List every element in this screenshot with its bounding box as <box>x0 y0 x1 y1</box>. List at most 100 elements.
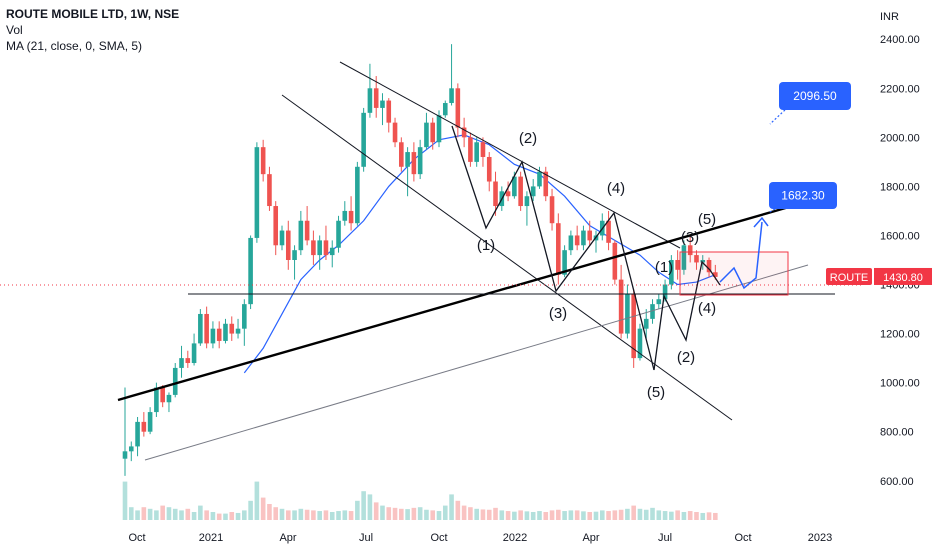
candle-body <box>160 387 165 403</box>
price-axis: INR 2400.00 2200.00 2000.00 1800.00 1600.00 14… <box>826 11 932 488</box>
volume-bar <box>386 507 392 520</box>
candle-body <box>235 328 241 334</box>
volume-bar <box>417 507 423 520</box>
candle-body <box>285 230 291 260</box>
upper-channel-line <box>339 61 681 249</box>
volume-bar <box>172 508 178 520</box>
candle-body <box>267 174 272 207</box>
wave-label: (3) <box>681 229 699 246</box>
candle-body <box>147 412 153 432</box>
candle-body <box>530 186 536 197</box>
volume-bar <box>348 511 354 520</box>
candle-body <box>154 387 159 413</box>
volume-bars <box>122 481 718 520</box>
candle-body <box>191 343 197 364</box>
volume-bar <box>210 512 216 520</box>
volume-bar <box>581 511 586 520</box>
time-tick-label: 2023 <box>808 532 832 544</box>
candle-body <box>260 147 266 175</box>
wave-label: (4) <box>607 180 625 197</box>
volume-bar <box>141 507 147 520</box>
volume-bar <box>323 510 329 520</box>
candle-body <box>687 245 693 256</box>
price-tick-label: 1800.00 <box>880 181 920 193</box>
target-price-label: 2096.50 <box>793 89 837 103</box>
candle-body <box>311 240 316 256</box>
candle-body <box>122 451 128 459</box>
candle-body <box>574 235 580 246</box>
volume-bar <box>587 512 593 520</box>
volume-bar <box>317 511 322 520</box>
candle-body <box>562 250 567 275</box>
volume-bar <box>505 511 511 520</box>
time-tick-label: Jul <box>359 532 373 544</box>
candle-body <box>656 299 662 305</box>
lower-channel-line <box>281 94 733 421</box>
volume-bar <box>336 511 341 520</box>
volume-bar <box>135 510 140 520</box>
volume-bar <box>405 509 410 520</box>
volume-bar <box>216 513 222 520</box>
wave-label: (2) <box>519 130 537 147</box>
projection-path <box>719 221 763 290</box>
volume-bar <box>179 510 184 520</box>
candle-body <box>135 421 140 447</box>
volume-bar <box>486 509 492 520</box>
candle-body <box>474 142 479 162</box>
candle-body <box>461 127 467 138</box>
candle-body <box>342 210 348 221</box>
volume-bar <box>380 505 385 520</box>
callout-connector <box>769 109 786 125</box>
candle-body <box>216 328 222 341</box>
candle-body <box>618 279 624 334</box>
candle-body <box>436 115 442 143</box>
volume-bar <box>411 507 417 520</box>
target-price-label: 1682.30 <box>781 189 825 203</box>
volume-label[interactable]: Vol <box>6 23 23 37</box>
volume-bar <box>191 512 197 520</box>
volume-bar <box>537 511 542 520</box>
volume-bar <box>461 505 467 520</box>
ma-label[interactable]: MA (21, close, 0, SMA, 5) <box>6 39 143 53</box>
symbol-title[interactable]: ROUTE MOBILE LTD, 1W, NSE <box>6 7 180 21</box>
volume-bar <box>436 511 442 520</box>
volume-bar <box>204 510 209 520</box>
volume-bar <box>260 497 266 520</box>
time-axis: Oct 2021 Apr Jul Oct 2022 Apr Jul Oct 2023 <box>128 532 832 544</box>
candle-body <box>449 88 454 104</box>
candle-body <box>455 88 461 128</box>
volume-bar <box>493 507 498 520</box>
candle-body <box>141 421 147 432</box>
volume-bar <box>512 511 517 520</box>
callout-connector <box>767 208 776 214</box>
candle-body <box>329 247 335 256</box>
volume-bar <box>713 512 718 520</box>
support-trendline <box>144 264 809 461</box>
volume-bar <box>223 513 228 520</box>
candle-body <box>606 220 611 243</box>
time-tick-label: 2021 <box>199 532 223 544</box>
candle-body <box>468 137 473 162</box>
volume-bar <box>625 508 630 520</box>
candle-body <box>417 147 423 175</box>
candle-body <box>248 237 253 305</box>
candle-body <box>223 323 228 341</box>
price-tick-label: 1000.00 <box>880 378 920 390</box>
candlesticks <box>122 44 718 476</box>
volume-bar <box>574 510 580 520</box>
target-callout <box>779 82 851 110</box>
candle-body <box>411 152 417 175</box>
volume-bar <box>643 509 649 520</box>
candle-body <box>242 304 247 329</box>
candle-body <box>172 367 178 395</box>
currency-label: INR <box>880 11 899 23</box>
candle-body <box>166 394 172 403</box>
wave-label: (3) <box>549 305 567 322</box>
candle-body <box>355 166 360 224</box>
volume-bar <box>675 510 680 520</box>
candle-body <box>518 176 523 207</box>
time-tick-label: Jul <box>658 532 672 544</box>
wave-path-2 <box>653 260 721 371</box>
candle-body <box>549 196 555 224</box>
